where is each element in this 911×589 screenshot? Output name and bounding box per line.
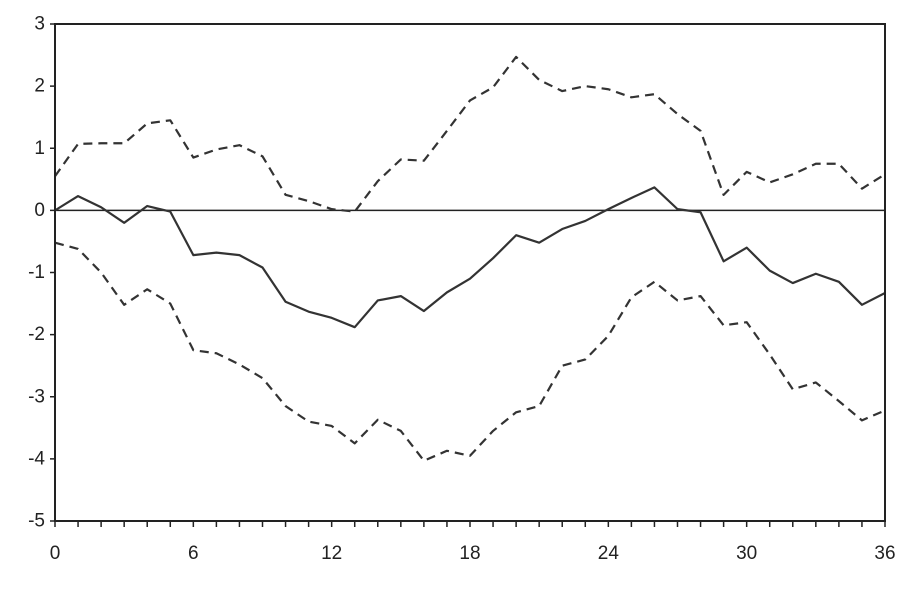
solid-series-line-0 xyxy=(54,186,886,329)
y-tick-label: -5 xyxy=(28,511,45,532)
dashed-series-line-1 xyxy=(54,55,886,213)
y-tick-label: 2 xyxy=(34,76,45,97)
x-tick-label: 36 xyxy=(874,543,895,564)
x-tick-label: 30 xyxy=(736,543,757,564)
y-tick-label: -2 xyxy=(28,324,45,345)
x-tick-label: 0 xyxy=(50,543,61,564)
y-tick-label: 3 xyxy=(34,14,45,35)
series-layer xyxy=(54,55,886,462)
y-tick-label: 1 xyxy=(34,138,45,159)
x-tick-label: 12 xyxy=(321,543,342,564)
x-tick-label: 18 xyxy=(459,543,480,564)
x-tick-label: 6 xyxy=(188,543,199,564)
dashed-series-line-2 xyxy=(54,241,886,462)
y-tick-label: -1 xyxy=(28,262,45,283)
y-tick-label: -4 xyxy=(28,448,45,469)
y-tick-label: 0 xyxy=(34,200,45,221)
x-tick-label: 24 xyxy=(598,543,620,564)
plot-frame xyxy=(54,23,886,522)
y-tick-label: -3 xyxy=(28,386,45,407)
